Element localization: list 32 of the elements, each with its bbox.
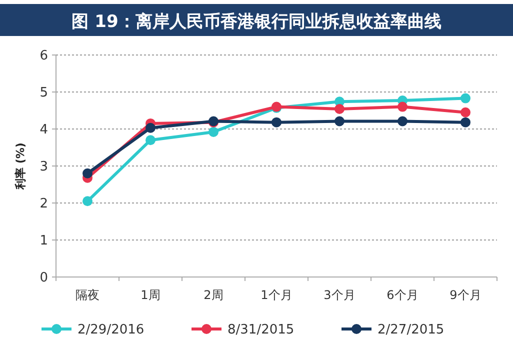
point: [146, 135, 156, 146]
y-tick-label: 5: [40, 86, 48, 101]
x-tick-label: 6个月: [386, 288, 418, 302]
x-tick-label: 1周: [140, 288, 160, 302]
point: [82, 196, 92, 206]
x-tick-label: 隔夜: [76, 288, 100, 302]
y-tick-label: 4: [40, 122, 48, 138]
y-tick-label: 1: [40, 234, 48, 249]
point: [334, 104, 344, 114]
point: [334, 116, 344, 126]
point: [460, 107, 470, 118]
point: [460, 93, 470, 104]
point: [208, 126, 218, 137]
point: [398, 102, 408, 112]
y-axis-title: 利率 (%): [14, 142, 27, 190]
y-tick-label: 3: [40, 160, 48, 175]
point: [146, 122, 156, 133]
legend-label: 2/29/2016: [78, 322, 144, 338]
legend-label: 2/27/2015: [378, 322, 444, 338]
x-tick-label: 3个月: [324, 288, 356, 302]
legend-label: 8/31/2015: [228, 322, 294, 338]
point: [398, 116, 408, 126]
x-tick-label: 9个月: [450, 288, 482, 302]
y-tick-label: 6: [40, 48, 48, 64]
point: [460, 117, 470, 128]
x-tick-label: 1个月: [260, 288, 292, 302]
point: [272, 117, 282, 128]
point: [82, 168, 92, 178]
y-tick-label: 2: [40, 196, 48, 212]
x-tick-label: 2周: [204, 288, 224, 302]
y-tick-label: 0: [40, 270, 48, 286]
chart-title: 图 19：离岸人民币香港银行同业拆息收益率曲线: [72, 12, 442, 32]
